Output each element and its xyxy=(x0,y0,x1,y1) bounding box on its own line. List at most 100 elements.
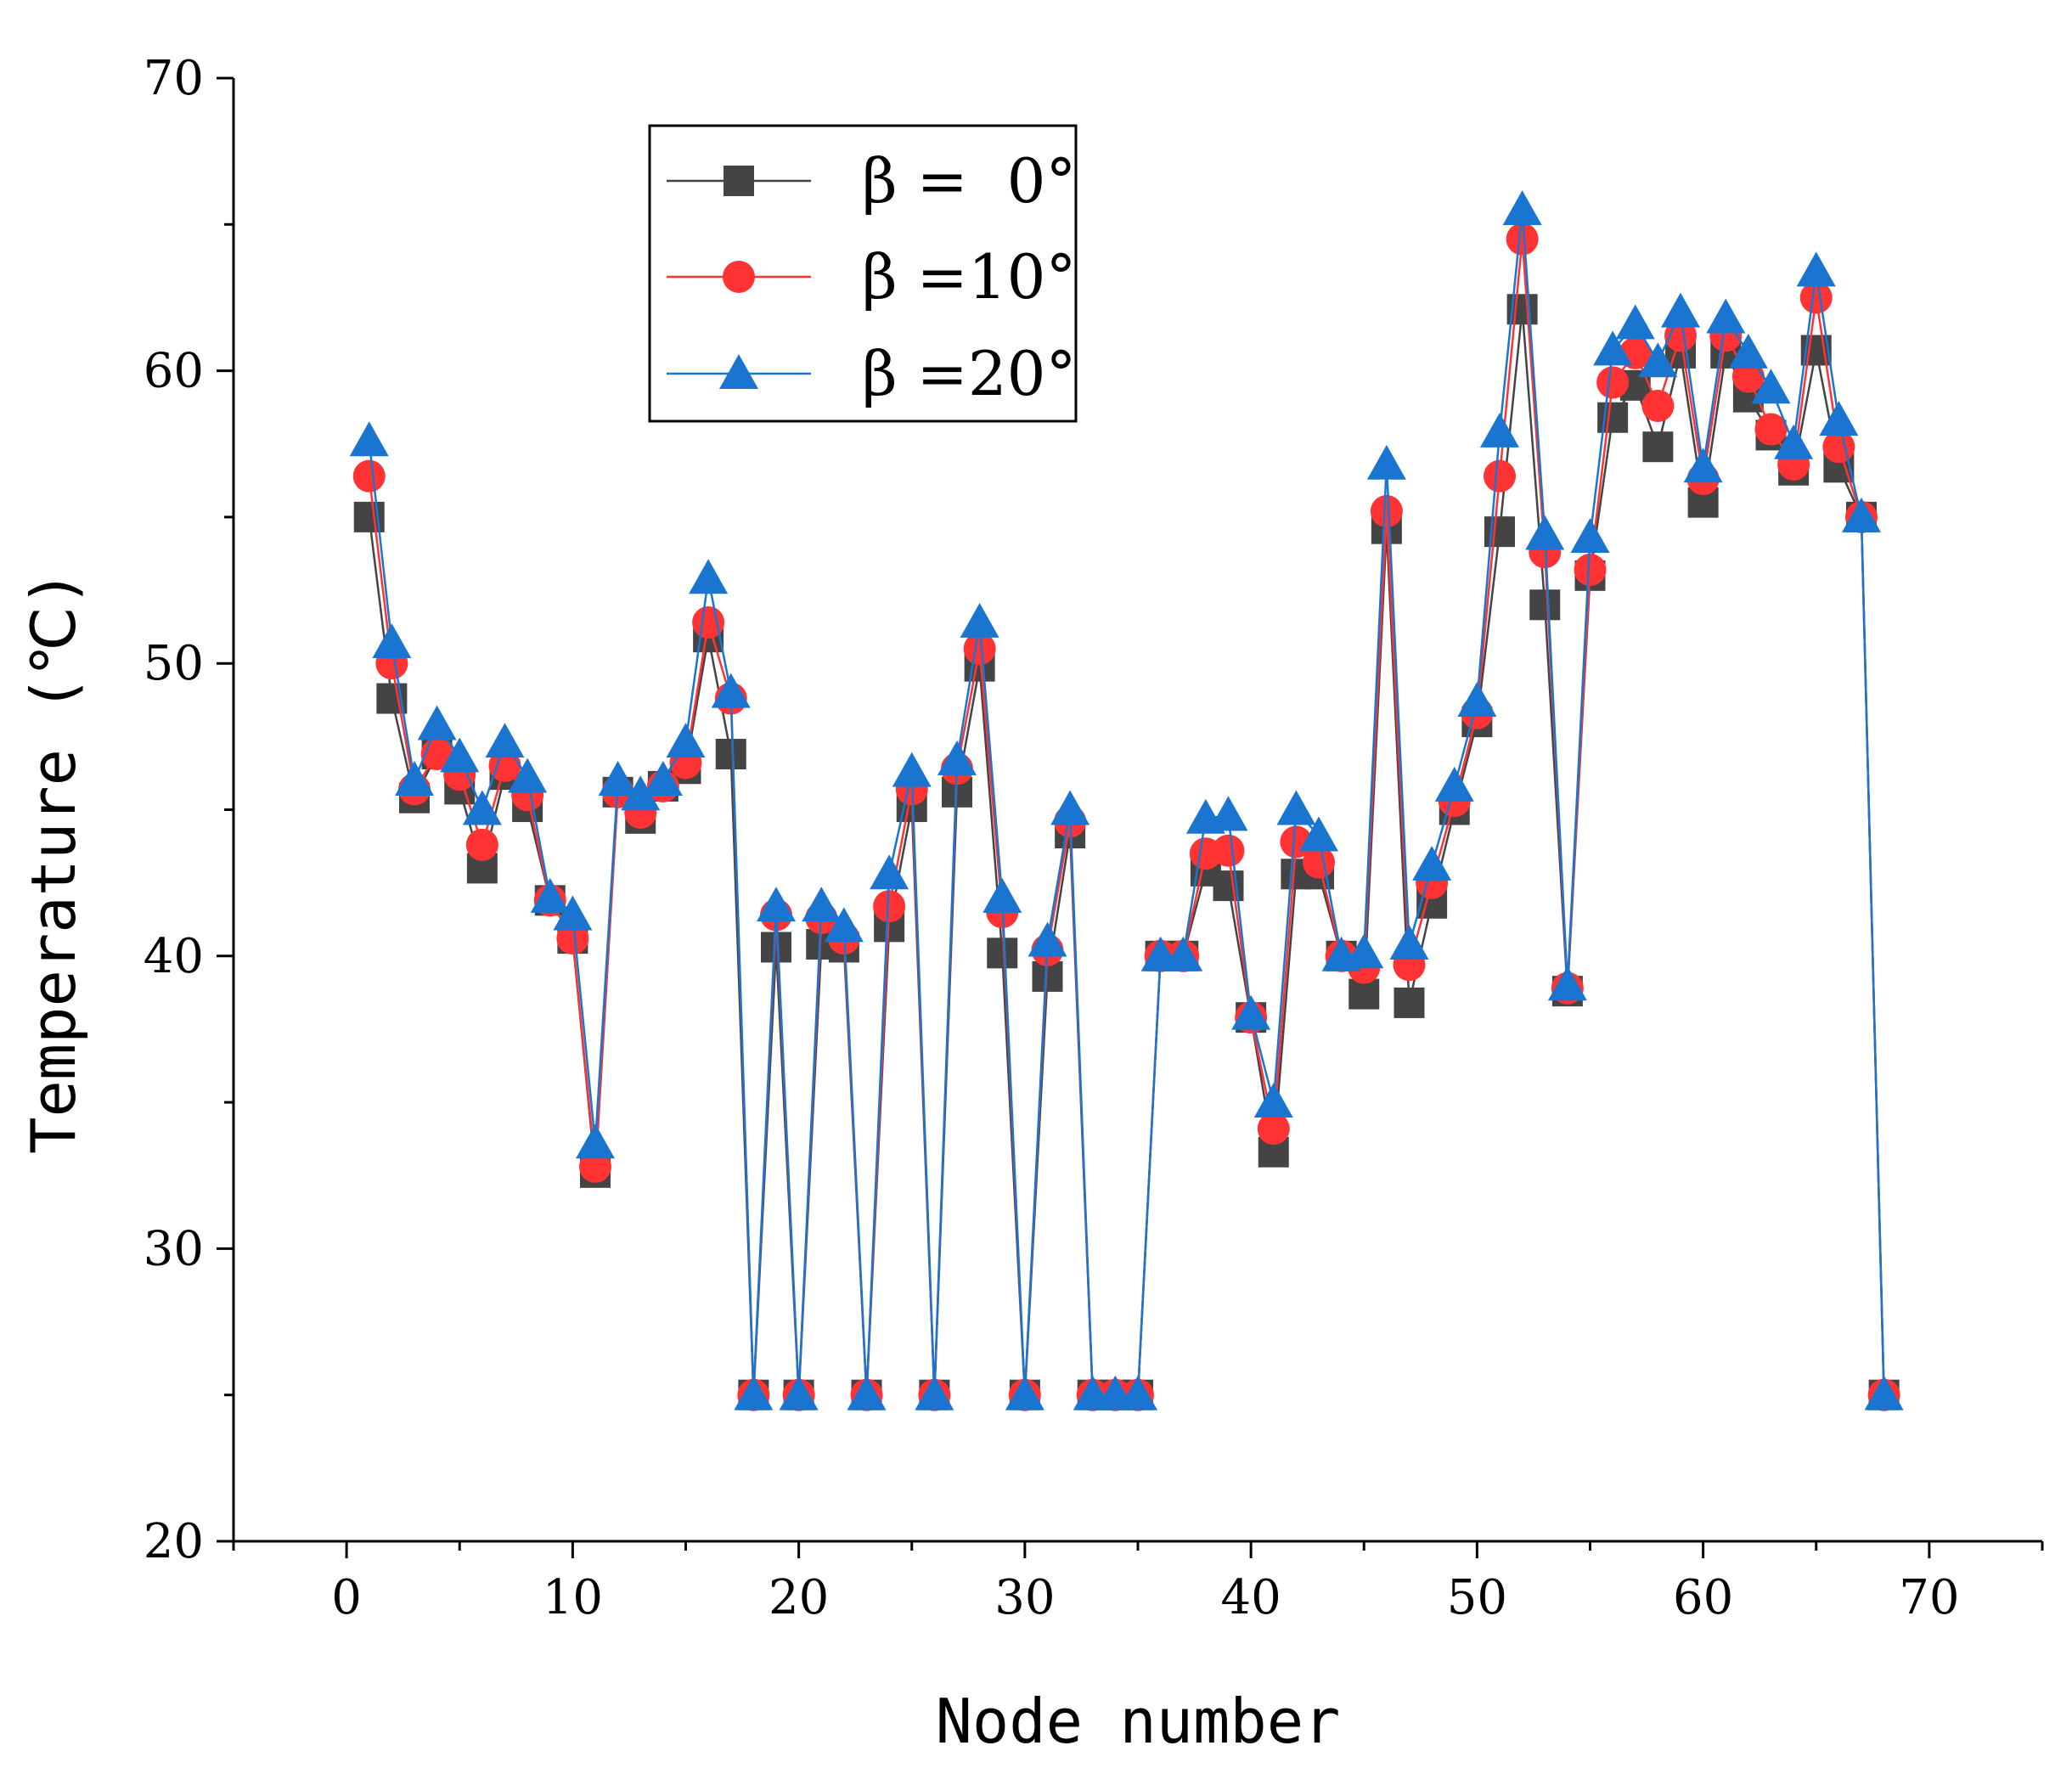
y-tick-label: 70 xyxy=(144,51,204,106)
data-point-beta-10 xyxy=(1596,366,1630,399)
y-tick-label: 20 xyxy=(144,1514,204,1569)
x-tick-label: 70 xyxy=(1899,1570,1959,1625)
legend-marker-beta-10 xyxy=(723,261,755,293)
data-point-beta-10 xyxy=(556,922,589,955)
data-point-beta-20 xyxy=(960,602,999,638)
x-tick-label: 0 xyxy=(331,1570,362,1625)
data-point-beta-20 xyxy=(1842,497,1881,532)
data-point-beta-20 xyxy=(1525,515,1565,550)
data-point-beta-0 xyxy=(1348,978,1380,1010)
data-point-beta-10 xyxy=(352,459,386,493)
data-point-beta-20 xyxy=(1231,994,1271,1030)
data-point-beta-20 xyxy=(1480,412,1519,448)
data-point-beta-20 xyxy=(1819,401,1859,436)
data-point-beta-10 xyxy=(1212,834,1245,867)
data-point-beta-0 xyxy=(1597,402,1629,433)
x-tick-label: 40 xyxy=(1220,1570,1281,1625)
data-point-beta-20 xyxy=(621,775,661,811)
data-point-beta-20 xyxy=(1457,681,1497,717)
data-point-beta-10 xyxy=(873,890,906,923)
data-point-beta-20 xyxy=(689,559,729,594)
data-point-beta-20 xyxy=(1593,330,1633,366)
data-point-beta-20 xyxy=(553,895,593,931)
data-point-beta-20 xyxy=(1050,790,1090,825)
data-point-beta-20 xyxy=(417,705,457,740)
x-tick-label: 50 xyxy=(1447,1570,1507,1625)
data-point-beta-10 xyxy=(465,828,498,861)
data-point-beta-10 xyxy=(1506,222,1539,256)
data-point-beta-20 xyxy=(1163,936,1203,971)
legend-label-beta-10: β =10° xyxy=(862,241,1076,312)
data-point-beta-10 xyxy=(1257,1112,1290,1146)
data-point-beta-20 xyxy=(1774,424,1814,459)
data-point-beta-20 xyxy=(1208,796,1248,831)
series-line-beta-0 xyxy=(368,309,1885,1396)
data-point-beta-0 xyxy=(1213,870,1244,902)
legend-marker-beta-20 xyxy=(719,354,758,389)
x-axis-title: Node number xyxy=(936,1686,1341,1757)
data-point-beta-0 xyxy=(1484,516,1515,548)
y-tick-label: 40 xyxy=(144,929,204,984)
data-point-beta-20 xyxy=(734,1375,774,1410)
data-point-beta-20 xyxy=(1502,190,1542,226)
data-point-beta-0 xyxy=(715,739,746,770)
data-point-beta-20 xyxy=(1796,251,1836,287)
data-point-beta-20 xyxy=(1661,292,1700,328)
data-point-beta-10 xyxy=(963,632,996,665)
data-point-beta-20 xyxy=(1028,921,1067,957)
legend-label-beta-0: β = 0° xyxy=(862,145,1076,217)
data-point-beta-20 xyxy=(711,673,751,708)
legend-marker-beta-0 xyxy=(724,166,754,196)
x-tick-label: 10 xyxy=(543,1570,603,1625)
data-point-beta-20 xyxy=(1547,966,1587,1001)
data-point-beta-20 xyxy=(915,1375,954,1410)
axes: 0 10 20 30 40 50 60 70 20 30 40 50 60 70 xyxy=(144,51,2044,1625)
series-beta-10 xyxy=(352,222,1900,1411)
data-point-beta-20 xyxy=(349,421,389,457)
data-point-beta-20 xyxy=(1276,790,1316,825)
series-layer xyxy=(349,190,1904,1411)
data-point-beta-20 xyxy=(1005,1375,1044,1410)
series-line-beta-20 xyxy=(368,209,1885,1396)
y-tick-label: 60 xyxy=(144,344,204,399)
data-point-beta-20 xyxy=(892,752,932,787)
data-point-beta-10 xyxy=(1754,413,1788,446)
legend-label-beta-20: β =20° xyxy=(862,338,1076,409)
data-point-beta-20 xyxy=(1299,816,1338,852)
y-tick-label: 50 xyxy=(144,636,204,691)
data-point-beta-10 xyxy=(579,1150,611,1183)
legend: β = 0° β =10° β =20° xyxy=(648,124,1078,423)
data-point-beta-20 xyxy=(508,757,548,793)
data-point-beta-20 xyxy=(666,723,706,758)
data-point-beta-10 xyxy=(488,749,521,782)
data-point-beta-10 xyxy=(1484,459,1516,493)
data-point-beta-20 xyxy=(576,1123,615,1159)
data-point-beta-0 xyxy=(1642,431,1674,463)
data-point-beta-20 xyxy=(1638,342,1678,378)
data-point-beta-20 xyxy=(643,761,683,796)
legend-items: β = 0° β =10° β =20° xyxy=(667,145,1076,409)
series-beta-20 xyxy=(349,190,1904,1410)
data-point-beta-20 xyxy=(1728,333,1768,369)
y-tick-label: 30 xyxy=(144,1221,204,1276)
data-point-beta-20 xyxy=(1683,448,1723,483)
data-point-beta-0 xyxy=(1394,987,1425,1018)
data-point-beta-20 xyxy=(802,887,842,922)
data-point-beta-20 xyxy=(1751,369,1791,404)
data-point-beta-0 xyxy=(987,937,1018,969)
data-point-beta-20 xyxy=(824,907,864,943)
data-point-beta-20 xyxy=(372,623,412,659)
data-point-beta-20 xyxy=(530,877,570,913)
data-point-beta-20 xyxy=(1389,925,1429,960)
data-point-beta-20 xyxy=(757,887,796,922)
data-point-beta-20 xyxy=(395,761,434,796)
data-point-beta-10 xyxy=(1799,281,1833,314)
data-point-beta-20 xyxy=(983,877,1022,913)
data-point-beta-20 xyxy=(462,790,502,825)
data-point-beta-10 xyxy=(1731,360,1765,393)
data-point-beta-20 xyxy=(485,723,525,758)
data-point-beta-20 xyxy=(870,854,909,890)
data-point-beta-20 xyxy=(1253,1083,1293,1118)
data-point-beta-10 xyxy=(1574,553,1607,586)
